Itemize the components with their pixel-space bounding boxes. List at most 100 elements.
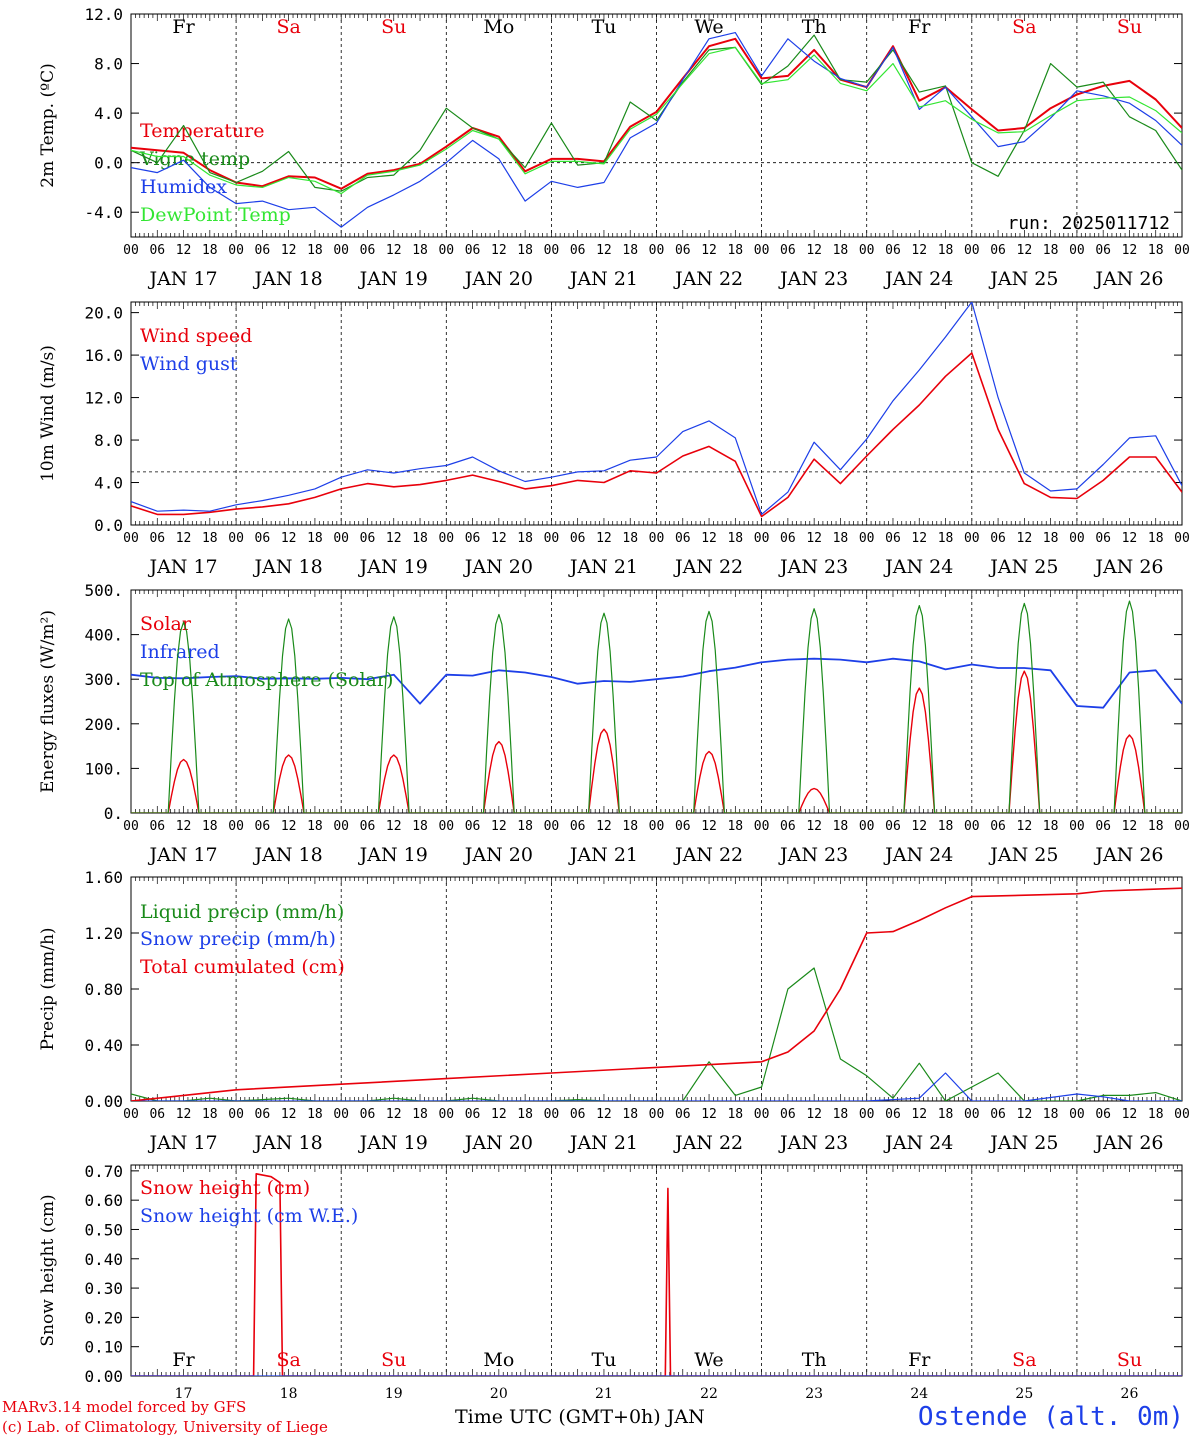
hour-tick-label: 12 bbox=[491, 531, 507, 546]
hour-tick-label: 12 bbox=[281, 531, 297, 546]
hour-tick-label: 06 bbox=[675, 819, 691, 834]
hour-tick-label: 00 bbox=[1069, 819, 1085, 834]
hour-tick-label: 00 bbox=[754, 819, 770, 834]
y-axis-label: Energy fluxes (W/m²) bbox=[38, 610, 58, 793]
y-tick-label: 0.80 bbox=[84, 980, 123, 999]
hour-tick-label: 06 bbox=[570, 819, 586, 834]
hour-tick-label: 00 bbox=[859, 531, 875, 546]
day-number-label: 21 bbox=[595, 1386, 613, 1402]
date-label: JAN 18 bbox=[253, 556, 323, 578]
y-tick-label: 0.70 bbox=[84, 1162, 123, 1181]
hour-tick-label: 06 bbox=[149, 243, 165, 258]
hour-tick-label: 12 bbox=[806, 243, 822, 258]
hour-tick-label: 00 bbox=[1069, 243, 1085, 258]
hour-tick-label: 06 bbox=[1095, 531, 1111, 546]
series-line-total-cumulated-cm- bbox=[131, 887, 1182, 1101]
date-label: JAN 26 bbox=[1093, 1132, 1163, 1154]
y-tick-label: 0.30 bbox=[84, 1279, 123, 1298]
hour-tick-label: 00 bbox=[333, 243, 349, 258]
weekday-label: Fr bbox=[172, 1349, 195, 1371]
hour-tick-label: 06 bbox=[780, 531, 796, 546]
hour-tick-label: 12 bbox=[281, 1107, 297, 1122]
date-label: JAN 24 bbox=[883, 556, 953, 578]
hour-tick-label: 12 bbox=[911, 819, 927, 834]
y-tick-label: 0.60 bbox=[84, 1191, 123, 1210]
hour-tick-label: 18 bbox=[622, 531, 638, 546]
legend-entry: Snow height (cm) bbox=[140, 1177, 310, 1199]
hour-tick-label: 00 bbox=[1174, 819, 1190, 834]
legend-entry: Solar bbox=[140, 613, 192, 635]
hour-tick-label: 06 bbox=[1095, 819, 1111, 834]
hour-tick-label: 18 bbox=[727, 243, 743, 258]
hour-tick-label: 00 bbox=[123, 243, 139, 258]
weekday-label: Sa bbox=[1012, 16, 1036, 38]
date-label: JAN 22 bbox=[673, 1132, 743, 1154]
y-tick-label: 500. bbox=[84, 581, 123, 600]
date-label: JAN 21 bbox=[568, 1132, 638, 1154]
date-label: JAN 24 bbox=[883, 844, 953, 866]
y-tick-label: -4.0 bbox=[84, 203, 123, 222]
hour-tick-label: 12 bbox=[176, 819, 192, 834]
date-label: JAN 20 bbox=[463, 1132, 533, 1154]
panel-1: 12.0 8.0 4.0 0.0 -4.0 2m Temp. (ºC) 00 06 12 18 JA… bbox=[38, 5, 1190, 290]
date-label: JAN 22 bbox=[673, 844, 743, 866]
date-label: JAN 23 bbox=[778, 844, 848, 866]
y-tick-label: 300. bbox=[84, 670, 123, 689]
date-label: JAN 19 bbox=[358, 1132, 428, 1154]
hour-tick-label: 00 bbox=[859, 1107, 875, 1122]
plot-frame bbox=[130, 589, 1183, 814]
day-number-label: 22 bbox=[700, 1386, 718, 1402]
hour-tick-label: 12 bbox=[176, 531, 192, 546]
y-tick-label: 0.00 bbox=[84, 1092, 123, 1111]
date-label: JAN 19 bbox=[358, 556, 428, 578]
hour-tick-label: 06 bbox=[570, 243, 586, 258]
y-tick-label: 200. bbox=[84, 715, 123, 734]
date-label: JAN 17 bbox=[147, 268, 217, 290]
hour-tick-label: 12 bbox=[806, 819, 822, 834]
date-label: JAN 22 bbox=[673, 268, 743, 290]
hour-tick-label: 12 bbox=[1122, 819, 1138, 834]
hour-tick-label: 00 bbox=[649, 243, 665, 258]
hour-tick-label: 18 bbox=[517, 819, 533, 834]
hour-tick-label: 18 bbox=[622, 243, 638, 258]
hour-tick-label: 12 bbox=[386, 1107, 402, 1122]
hour-tick-label: 00 bbox=[438, 819, 454, 834]
hour-tick-label: 12 bbox=[596, 819, 612, 834]
hour-tick-label: 18 bbox=[307, 531, 323, 546]
hour-tick-label: 06 bbox=[570, 531, 586, 546]
date-label: JAN 26 bbox=[1093, 556, 1163, 578]
date-label: JAN 25 bbox=[988, 844, 1058, 866]
hour-tick-label: 06 bbox=[149, 819, 165, 834]
date-label: JAN 23 bbox=[778, 1132, 848, 1154]
legend-entry: DewPoint Temp bbox=[140, 204, 291, 226]
weekday-label: Fr bbox=[908, 16, 931, 38]
hour-tick-label: 12 bbox=[491, 819, 507, 834]
hour-tick-label: 06 bbox=[675, 531, 691, 546]
hour-tick-label: 18 bbox=[517, 531, 533, 546]
hour-tick-label: 00 bbox=[438, 243, 454, 258]
hour-tick-label: 00 bbox=[1069, 531, 1085, 546]
hour-tick-label: 00 bbox=[123, 1107, 139, 1122]
y-axis-label: Precip (mm/h) bbox=[38, 927, 58, 1050]
hour-tick-label: 06 bbox=[465, 819, 481, 834]
hour-tick-label: 06 bbox=[465, 531, 481, 546]
weekday-label: Sa bbox=[276, 16, 300, 38]
y-tick-label: 8.0 bbox=[94, 55, 123, 74]
hour-tick-label: 18 bbox=[412, 531, 428, 546]
hour-tick-label: 00 bbox=[333, 531, 349, 546]
hour-tick-label: 12 bbox=[701, 819, 717, 834]
date-label: JAN 21 bbox=[568, 844, 638, 866]
y-tick-label: 1.20 bbox=[84, 924, 123, 943]
date-label: JAN 19 bbox=[358, 268, 428, 290]
date-label: JAN 23 bbox=[778, 268, 848, 290]
hour-tick-label: 12 bbox=[281, 243, 297, 258]
hour-tick-label: 12 bbox=[386, 243, 402, 258]
hour-tick-label: 06 bbox=[570, 1107, 586, 1122]
y-tick-label: 4.0 bbox=[94, 474, 123, 493]
panel-4: 1.60 1.20 0.80 0.40 0.00 Precip (mm/h) 00 06 12 1… bbox=[38, 868, 1190, 1154]
panel-3: 500. 400. 300. 200. 100. 0. Energy fluxes (W/m… bbox=[38, 581, 1190, 866]
weekday-label: We bbox=[694, 16, 723, 38]
hour-tick-label: 18 bbox=[412, 1107, 428, 1122]
y-tick-label: 20.0 bbox=[84, 304, 123, 323]
